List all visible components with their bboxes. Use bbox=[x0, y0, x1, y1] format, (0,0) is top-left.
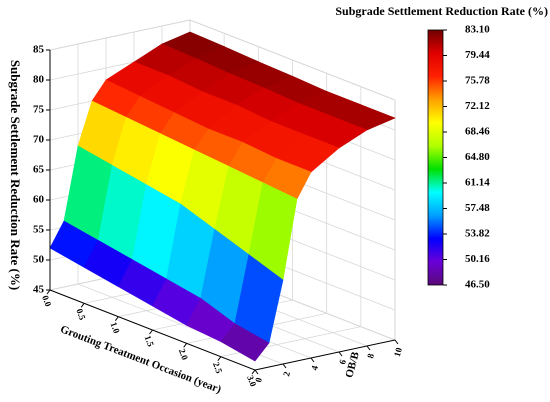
z-tick-label: 75 bbox=[33, 104, 45, 116]
colorbar-tick-label: 64.80 bbox=[465, 151, 490, 163]
y-tick bbox=[366, 345, 371, 351]
surface-patch bbox=[220, 323, 270, 362]
z-tick-label: 55 bbox=[33, 224, 45, 236]
surface bbox=[49, 31, 396, 362]
colorbar-tick-label: 75.78 bbox=[465, 75, 490, 87]
x-axis-label: Grouting Treatment Occasion (year) bbox=[59, 323, 223, 396]
colorbar-title: Subgrade Settlement Reduction Rate (%) bbox=[335, 4, 548, 18]
colorbar-tick-label: 53.82 bbox=[465, 228, 490, 240]
colorbar-tick-label: 46.50 bbox=[465, 279, 490, 291]
z-tick-label: 50 bbox=[33, 254, 45, 266]
y-tick-label: 0 bbox=[253, 376, 264, 383]
x-tick bbox=[46, 289, 51, 295]
z-tick-label: 65 bbox=[33, 164, 45, 176]
x-tick-label: 1.5 bbox=[143, 334, 156, 348]
z-tick-label: 45 bbox=[33, 284, 45, 296]
x-tick bbox=[149, 329, 153, 335]
y-tick-label: 6 bbox=[337, 358, 348, 365]
colorbar bbox=[427, 29, 444, 286]
z-tick-label: 70 bbox=[33, 134, 45, 146]
colorbar-tick-label: 68.46 bbox=[465, 126, 490, 138]
x-tick bbox=[183, 343, 188, 348]
z-axis-label: Subgrade Settlement Reduction Rate (%) bbox=[8, 60, 23, 290]
x-tick-label: 2.5 bbox=[211, 361, 224, 375]
x-tick-label: 2.0 bbox=[177, 347, 190, 361]
colorbar-tick-label: 61.14 bbox=[465, 177, 490, 189]
colorbar-tick-label: 72.12 bbox=[465, 100, 490, 112]
x-tick bbox=[80, 303, 85, 308]
z-tick-label: 60 bbox=[33, 194, 45, 206]
x-tick bbox=[217, 356, 222, 361]
z-tick-label: 85 bbox=[33, 44, 45, 56]
colorbar-tick-label: 50.16 bbox=[465, 253, 490, 265]
y-axis bbox=[254, 339, 396, 371]
y-tick bbox=[254, 369, 259, 375]
y-tick bbox=[310, 357, 315, 363]
x-tick bbox=[251, 369, 256, 375]
y-tick bbox=[394, 339, 399, 345]
x-tick-label: 0.5 bbox=[74, 307, 87, 321]
x-tick-label: 3.0 bbox=[245, 374, 258, 388]
y-tick-label: 4 bbox=[309, 364, 320, 371]
y-tick bbox=[282, 363, 287, 369]
x-tick-label: 1.0 bbox=[109, 321, 122, 335]
colorbar-tick-label: 57.48 bbox=[465, 202, 490, 214]
y-tick-label: 2 bbox=[281, 370, 292, 377]
colorbar-tick-label: 83.10 bbox=[465, 24, 490, 36]
grid-line bbox=[49, 19, 191, 51]
z-tick-label: 80 bbox=[33, 74, 45, 86]
x-tick bbox=[114, 316, 119, 321]
y-tick bbox=[338, 351, 343, 357]
y-axis-label: OB/B bbox=[343, 350, 362, 379]
y-tick-label: 8 bbox=[365, 352, 376, 359]
y-tick-label: 10 bbox=[392, 346, 404, 358]
colorbar-tick-label: 79.44 bbox=[465, 49, 490, 61]
x-tick-label: 0.0 bbox=[40, 294, 53, 308]
